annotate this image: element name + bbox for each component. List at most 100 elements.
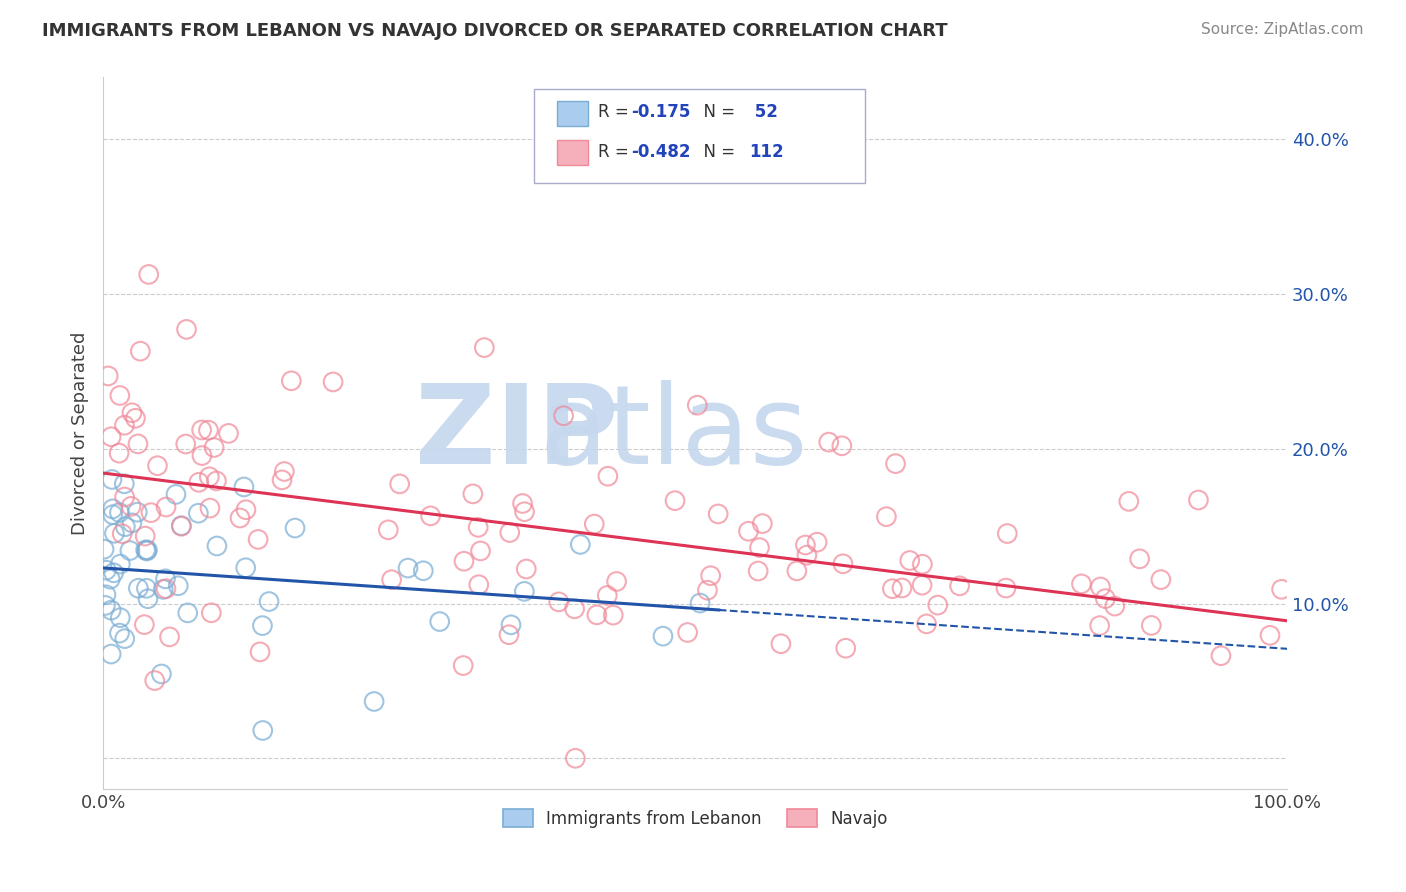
Point <box>135 544 157 558</box>
Point <box>796 548 818 562</box>
Point <box>1118 494 1140 508</box>
Point <box>596 589 619 603</box>
Point <box>890 581 912 595</box>
Point <box>108 506 131 520</box>
Point <box>499 525 522 540</box>
Text: 112: 112 <box>749 143 785 161</box>
Point <box>94 599 117 613</box>
Point <box>103 566 125 580</box>
Point <box>127 437 149 451</box>
Text: IMMIGRANTS FROM LEBANON VS NAVAJO DIVORCED OR SEPARATED CORRELATION CHART: IMMIGRANTS FROM LEBANON VS NAVAJO DIVORC… <box>42 22 948 40</box>
Point <box>187 475 209 490</box>
Text: R =: R = <box>598 103 634 121</box>
Point <box>233 480 256 494</box>
Point <box>995 526 1018 541</box>
Point <box>200 606 222 620</box>
Text: 52: 52 <box>749 103 779 121</box>
Point <box>110 557 132 571</box>
Point <box>831 439 853 453</box>
Point <box>127 505 149 519</box>
Point <box>1271 582 1294 597</box>
Point <box>322 375 344 389</box>
Point <box>1094 591 1116 606</box>
Point <box>165 487 187 501</box>
Point <box>235 502 257 516</box>
Point <box>911 578 934 592</box>
Point <box>198 501 221 516</box>
Point <box>134 529 156 543</box>
Point <box>689 596 711 610</box>
Point <box>806 535 828 549</box>
Point <box>512 496 534 510</box>
Point <box>884 457 907 471</box>
Point <box>1088 618 1111 632</box>
Point <box>229 511 252 525</box>
Point <box>1150 573 1173 587</box>
Point <box>696 583 718 598</box>
Point <box>94 588 117 602</box>
Point <box>111 526 134 541</box>
Point <box>381 573 404 587</box>
Point <box>419 508 441 523</box>
Point <box>994 581 1017 595</box>
Point <box>101 473 124 487</box>
Point <box>170 519 193 533</box>
Point <box>363 694 385 708</box>
Point <box>190 423 212 437</box>
Point <box>114 418 136 433</box>
Text: -0.175: -0.175 <box>631 103 690 121</box>
Point <box>108 626 131 640</box>
Point <box>127 581 149 595</box>
Point <box>686 398 709 412</box>
Point <box>515 562 537 576</box>
Point <box>882 582 904 596</box>
Point <box>596 469 619 483</box>
Point <box>110 610 132 624</box>
Point <box>257 594 280 608</box>
Point <box>547 595 569 609</box>
Point <box>146 458 169 473</box>
Point <box>129 344 152 359</box>
Point <box>100 430 122 444</box>
Point <box>676 625 699 640</box>
Point <box>564 751 586 765</box>
Text: ZIP: ZIP <box>415 380 619 487</box>
Point <box>108 388 131 402</box>
Point <box>513 584 536 599</box>
Point <box>513 505 536 519</box>
Point <box>602 608 624 623</box>
Point <box>167 579 190 593</box>
Point <box>273 465 295 479</box>
Point <box>159 630 181 644</box>
Text: Source: ZipAtlas.com: Source: ZipAtlas.com <box>1201 22 1364 37</box>
Text: R =: R = <box>598 143 634 161</box>
Point <box>898 553 921 567</box>
Point <box>499 617 522 632</box>
Point <box>470 544 492 558</box>
Point <box>1129 552 1152 566</box>
Y-axis label: Divorced or Separated: Divorced or Separated <box>72 332 89 535</box>
Point <box>135 542 157 557</box>
Point <box>152 582 174 597</box>
Point <box>101 508 124 522</box>
Point <box>769 637 792 651</box>
Point <box>467 520 489 534</box>
Point <box>284 521 307 535</box>
Point <box>121 406 143 420</box>
Point <box>453 554 475 568</box>
Point <box>136 591 159 606</box>
Point <box>927 598 949 612</box>
Point <box>569 537 592 551</box>
Point <box>139 506 162 520</box>
Text: atlas: atlas <box>538 380 807 487</box>
Point <box>429 615 451 629</box>
Point <box>1209 648 1232 663</box>
Text: N =: N = <box>693 103 741 121</box>
Point <box>205 474 228 488</box>
Text: -0.482: -0.482 <box>631 143 690 161</box>
Point <box>498 628 520 642</box>
Point <box>205 539 228 553</box>
Point <box>114 519 136 533</box>
Point <box>786 564 808 578</box>
Legend: Immigrants from Lebanon, Navajo: Immigrants from Lebanon, Navajo <box>496 803 894 834</box>
